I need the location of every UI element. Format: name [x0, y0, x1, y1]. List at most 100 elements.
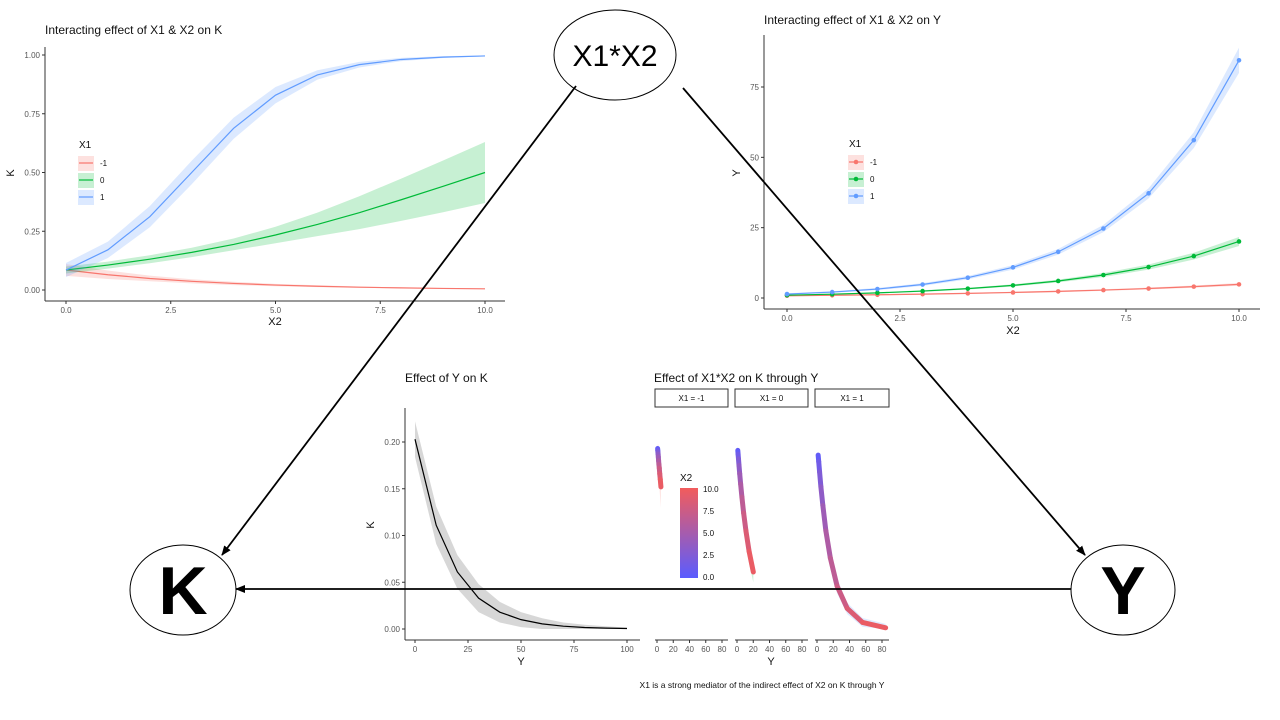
chart-title: Interacting effect of X1 & X2 on Y	[764, 13, 941, 27]
series-line-fit	[414, 439, 628, 630]
facet-curve-segment	[844, 605, 866, 625]
legend-point-1	[853, 193, 859, 199]
facet-curve-segment	[827, 555, 840, 589]
facet-strip	[734, 388, 809, 408]
x-tick-label: 80	[718, 645, 727, 654]
facet-strip-label: X1 = 0	[760, 394, 784, 403]
y-axis-label: Y	[731, 169, 743, 177]
legend-label-0: 0	[870, 175, 875, 184]
confidence-band--1	[66, 264, 485, 290]
confidence-band-0	[66, 141, 485, 274]
x-tick-label: 0.0	[60, 306, 72, 315]
chart-title: Effect of X1*X2 on K through Y	[654, 371, 818, 385]
x-tick-label: 25	[464, 645, 473, 654]
colorbar-tick-label: 2.5	[703, 551, 715, 560]
data-point	[1055, 289, 1061, 294]
facet-curve-segment	[817, 469, 824, 490]
data-point	[965, 275, 971, 280]
facet-curve-segment	[657, 476, 664, 490]
confidence-band-1	[787, 47, 1239, 295]
data-point	[920, 288, 925, 294]
x-tick-label: 0.0	[781, 314, 793, 323]
arrow-interaction-to-k	[221, 85, 577, 556]
data-point	[1236, 282, 1242, 287]
data-point	[1101, 226, 1106, 231]
data-point	[784, 291, 790, 297]
x-tick-label: 50	[517, 645, 526, 654]
data-point	[920, 282, 925, 287]
y-tick-label: 50	[750, 153, 759, 162]
x-tick-label: 60	[781, 645, 790, 654]
x-tick-label: 40	[685, 645, 694, 654]
y-axis-label: K	[365, 521, 377, 529]
facet-curve-segment	[820, 503, 829, 534]
confidence-band-fit	[415, 421, 627, 629]
x-tick-label: 7.5	[1120, 314, 1132, 323]
data-point	[1236, 239, 1242, 244]
data-point	[875, 290, 880, 296]
x-tick-label: 5.0	[270, 306, 282, 315]
legend-label--1: -1	[100, 159, 108, 168]
node-k-label: K	[158, 553, 207, 629]
x-tick-label: 20	[749, 645, 758, 654]
x-tick-label: 0	[413, 645, 418, 654]
x-tick-label: 20	[669, 645, 678, 654]
facet-curve-segment	[746, 548, 756, 575]
arrow-interaction-to-y	[682, 87, 1086, 556]
data-point	[1055, 278, 1061, 284]
x-tick-label: 10.0	[477, 306, 493, 315]
x-tick-label: 0	[735, 645, 740, 654]
y-tick-label: 0.00	[384, 625, 400, 634]
legend-title: X1	[849, 139, 862, 150]
data-point	[1236, 57, 1242, 63]
x-tick-label: 2.5	[165, 306, 177, 315]
facet-strip	[814, 388, 890, 408]
series-line-1	[65, 55, 486, 271]
x-tick-label: 7.5	[375, 306, 387, 315]
series-line-0	[65, 171, 486, 271]
y-tick-label: 0	[755, 294, 760, 303]
y-tick-label: 0.00	[24, 286, 40, 295]
facet-curve-segment	[743, 528, 752, 554]
x-axis-label: X2	[1006, 325, 1019, 337]
chart-title: Effect of Y on K	[405, 371, 488, 385]
facet-curve-segment	[818, 484, 826, 509]
data-point	[1055, 249, 1061, 255]
colorbar-tick-label: 0.0	[703, 573, 715, 582]
node-y	[1070, 544, 1176, 636]
x-axis-label: X2	[268, 316, 281, 328]
data-point	[965, 286, 971, 291]
data-point	[1191, 284, 1197, 289]
facet-strip-label: X1 = -1	[678, 394, 705, 403]
x-tick-label: 80	[798, 645, 807, 654]
data-point	[965, 291, 971, 296]
data-point	[1010, 290, 1016, 295]
legend-point-0	[853, 176, 859, 182]
node-y-label: Y	[1100, 553, 1145, 629]
x-tick-label: 75	[570, 645, 579, 654]
y-tick-label: 1.00	[24, 51, 40, 60]
colorbar	[680, 488, 698, 578]
chart-title: Interacting effect of X1 & X2 on K	[45, 23, 222, 37]
x-tick-label: 40	[765, 645, 774, 654]
colorbar-tick-label: 7.5	[703, 507, 715, 516]
x-tick-label: 80	[878, 645, 887, 654]
x-tick-label: 40	[845, 645, 854, 654]
x-axis-label: Y	[767, 656, 775, 668]
node-interaction	[553, 9, 677, 101]
legend-label--1: -1	[870, 158, 878, 167]
facet-curve-segment	[823, 528, 833, 561]
caption: X1 is a strong mediator of the indirect …	[640, 680, 885, 690]
facet-curve-segment	[741, 510, 749, 534]
data-point	[829, 289, 835, 295]
y-tick-label: 0.10	[384, 532, 400, 541]
legend-label-0: 0	[100, 176, 105, 185]
colorbar-tick-label: 5.0	[703, 529, 715, 538]
y-tick-label: 0.50	[24, 169, 40, 178]
facet-strip-label: X1 = 1	[840, 394, 864, 403]
legend-title: X1	[79, 140, 92, 151]
colorbar-tick-label: 10.0	[703, 485, 719, 494]
legend-label-1: 1	[870, 192, 875, 201]
